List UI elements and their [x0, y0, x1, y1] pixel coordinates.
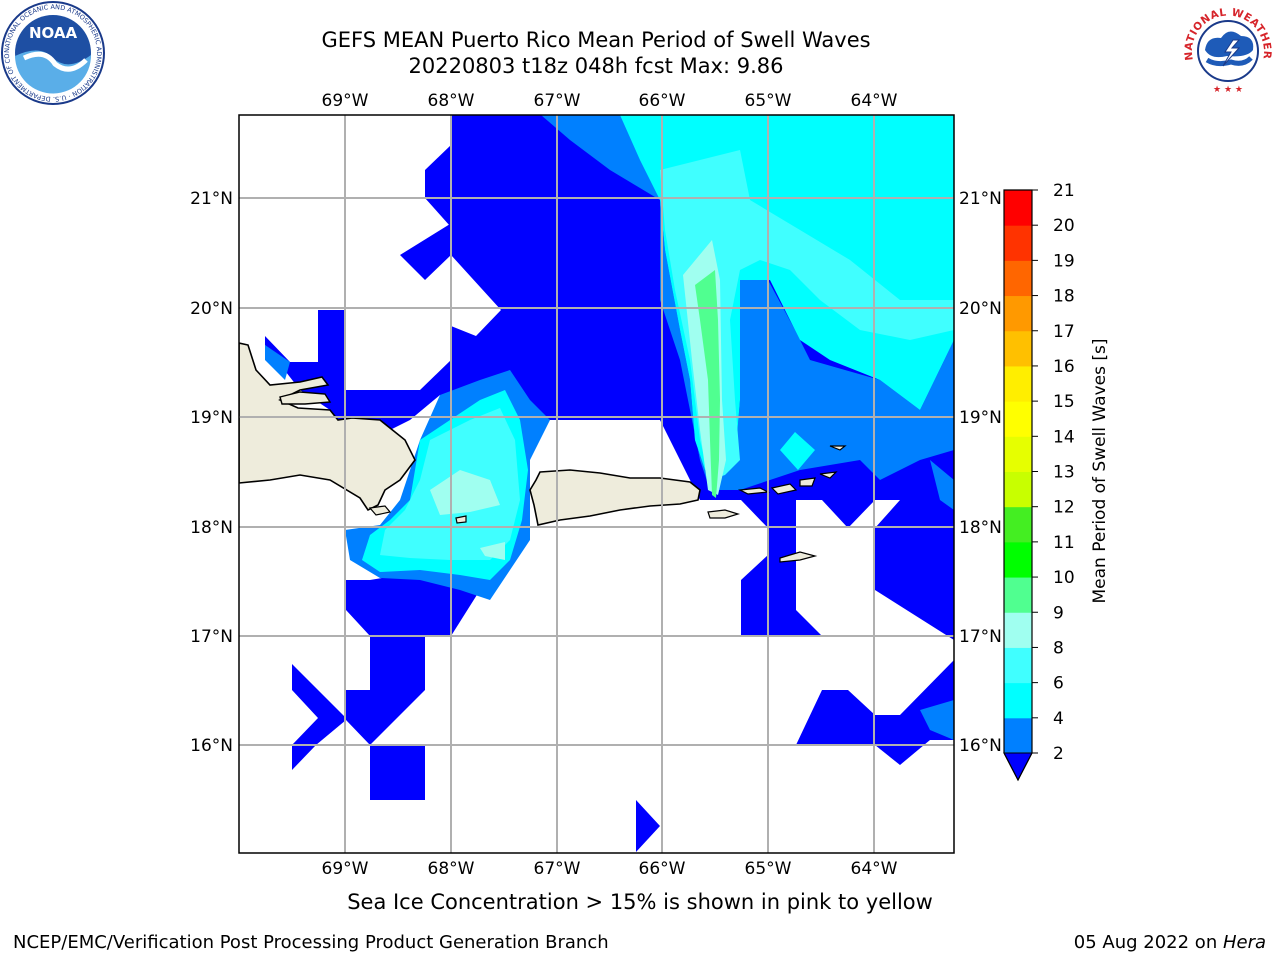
lat-label-right-19n: 19°N — [959, 408, 1002, 428]
colorbar-segment — [1004, 225, 1032, 261]
colorbar-tick-label: 8 — [1053, 638, 1064, 658]
lat-label-right-17n: 17°N — [959, 627, 1002, 647]
lat-label-left-21n: 21°N — [190, 189, 233, 209]
noaa-logo-text: NOAA — [29, 24, 78, 42]
colorbar-tick-label: 12 — [1053, 498, 1075, 518]
colorbar-tick-label: 6 — [1053, 674, 1064, 694]
colorbar-tick-label: 4 — [1053, 709, 1064, 729]
colorbar-segment — [1004, 260, 1032, 297]
lat-label-left-19n: 19°N — [190, 408, 233, 428]
colorbar-segment — [1004, 330, 1032, 367]
vieques-island — [707, 509, 741, 519]
colorbar-tick-label: 17 — [1053, 322, 1075, 342]
footer-date-text: 05 Aug 2022 on — [1073, 932, 1223, 953]
map-frame — [238, 114, 955, 854]
lon-label-top-65w: 65°W — [745, 91, 792, 111]
lon-label-bottom-67w: 67°W — [534, 859, 581, 879]
colorbar-segment — [1004, 717, 1032, 754]
colorbar-segment — [1004, 541, 1032, 578]
colorbar-segment — [1004, 436, 1032, 472]
contour-band-4-6-east-edge — [920, 460, 954, 740]
lon-label-bottom-69w: 69°W — [322, 859, 369, 879]
colorbar-tick-label: 13 — [1053, 463, 1075, 483]
svg-text:★ ★ ★: ★ ★ ★ — [1213, 85, 1243, 95]
lon-label-top-68w: 68°W — [428, 91, 475, 111]
contour-band-2-4-south-west — [292, 575, 480, 800]
mona-island — [455, 515, 467, 524]
lat-label-left-16n: 16°N — [190, 736, 233, 756]
colorbar-tick-label: 20 — [1053, 216, 1075, 236]
colorbar-tick-label: 10 — [1053, 568, 1075, 588]
puerto-rico-land — [529, 469, 701, 526]
contour-band-2-4-south — [636, 800, 660, 852]
lon-label-top-64w: 64°W — [851, 91, 898, 111]
gridlines — [239, 115, 954, 853]
footer-branch: NCEP/EMC/Verification Post Processing Pr… — [13, 932, 609, 953]
colorbar-outline — [1003, 189, 1033, 782]
colorbar-segment — [1004, 577, 1032, 613]
contour-band-4-6-west — [265, 345, 290, 380]
colorbar-segment — [1004, 612, 1032, 648]
contour-band-2-4-north — [265, 115, 660, 440]
colorbar-segment — [1004, 682, 1032, 719]
lat-label-right-20n: 20°N — [959, 299, 1002, 319]
lon-label-top-66w: 66°W — [639, 91, 686, 111]
colorbar-tick-label: 2 — [1053, 744, 1064, 764]
noaa-logo: NATIONAL OCEANIC AND ATMOSPHERIC ADMINIS… — [0, 0, 105, 105]
chart-subtitle: 20220803 t18z 048h fcst Max: 9.86 — [408, 54, 784, 78]
contour-band-6-8-islet — [780, 432, 815, 470]
colorbar-segment — [1004, 506, 1032, 543]
colorbar-segment — [1004, 471, 1032, 508]
colorbar-segment — [1004, 190, 1032, 226]
lat-label-left-18n: 18°N — [190, 518, 233, 538]
lat-label-right-18n: 18°N — [959, 518, 1002, 538]
colorbar-tick-label: 15 — [1053, 392, 1075, 412]
contour-band-4-6-east — [541, 115, 954, 490]
colorbar-segment — [1004, 365, 1032, 402]
colorbar-tick-label: 14 — [1053, 427, 1075, 447]
contour-band-9-10 — [430, 240, 726, 560]
colorbar-segment — [1004, 647, 1032, 684]
hispaniola-land — [239, 342, 416, 512]
lat-label-left-17n: 17°N — [190, 627, 233, 647]
colorbar-segment — [1004, 401, 1032, 437]
colorbar-tick-label: 16 — [1053, 357, 1075, 377]
lon-label-bottom-66w: 66°W — [639, 859, 686, 879]
footer-date: 05 Aug 2022 on Hera — [1074, 932, 1266, 953]
colorbar-tick-label: 19 — [1053, 251, 1075, 271]
lon-label-bottom-65w: 65°W — [745, 859, 792, 879]
lon-label-bottom-64w: 64°W — [851, 859, 898, 879]
nws-logo: NATIONAL WEATHER SERVICE ★ ★ ★ — [1177, 0, 1276, 99]
lat-label-left-20n: 20°N — [190, 299, 233, 319]
colorbar: 2 4 6 8 9 10 11 12 13 14 15 16 17 18 19 20 21 — [1003, 181, 1075, 782]
colorbar-label: Mean Period of Swell Waves [s] — [1090, 339, 1110, 604]
colorbar-segment — [1004, 295, 1032, 332]
hispaniola-island-tortuga — [279, 391, 332, 405]
contour-band-10-11 — [695, 270, 720, 498]
chart-title: GEFS MEAN Puerto Rico Mean Period of Swe… — [321, 28, 871, 52]
colorbar-min-extension — [1003, 752, 1033, 782]
lon-label-top-69w: 69°W — [322, 91, 369, 111]
lon-label-bottom-68w: 68°W — [428, 859, 475, 879]
colorbar-tick-label: 21 — [1053, 181, 1075, 201]
footer-host: Hera — [1222, 932, 1266, 953]
contour-fill-layer — [239, 115, 954, 852]
lat-label-right-21n: 21°N — [959, 189, 1002, 209]
saona-island — [368, 505, 392, 516]
colorbar-tick-label: 18 — [1053, 287, 1075, 307]
colorbar-tick-label: 11 — [1053, 533, 1075, 553]
lon-label-top-67w: 67°W — [534, 91, 581, 111]
lat-label-right-16n: 16°N — [959, 736, 1002, 756]
colorbar-tick-label: 9 — [1053, 603, 1064, 623]
sea-ice-note: Sea Ice Concentration > 15% is shown in … — [347, 890, 933, 914]
contour-band-8-9-north-east — [660, 150, 954, 480]
